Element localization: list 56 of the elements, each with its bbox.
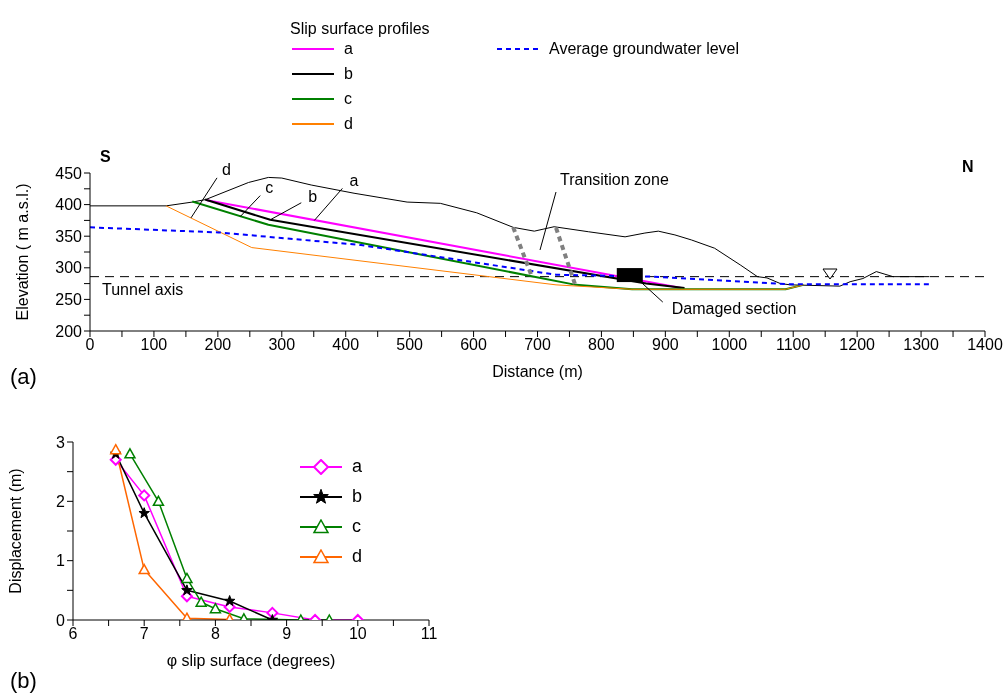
text: (a): [10, 364, 37, 390]
annotation: Transition zone: [560, 171, 669, 189]
legend-label: c: [352, 516, 361, 537]
x-tick-label: 600: [460, 336, 488, 354]
x-tick-label: 1200: [839, 336, 876, 354]
x-tick-label: 8: [210, 625, 220, 643]
annotation: b: [308, 187, 318, 205]
x-tick-label: 7: [139, 625, 149, 643]
y-tick-label: 400: [55, 196, 83, 214]
y-tick-label: 300: [55, 259, 83, 277]
annotation: d: [222, 161, 231, 179]
legend-label: b: [344, 65, 353, 83]
x-tick-label: 200: [204, 336, 232, 354]
x-tick-label: 300: [268, 336, 296, 354]
text: (b): [10, 668, 37, 694]
x-tick-label: 800: [588, 336, 615, 354]
y-tick-label: 250: [55, 291, 83, 309]
annotation: Damaged section: [671, 300, 797, 318]
x-tick-label: 500: [396, 336, 424, 354]
x-tick-label: 9: [282, 625, 292, 643]
x-tick-label: 1100: [776, 336, 811, 354]
x-tick-label: 11: [420, 625, 438, 643]
y-tick-label: 3: [56, 433, 66, 451]
x-tick-label: 1400: [967, 336, 1003, 354]
x-tick-label: 10: [348, 625, 367, 643]
y-axis-title: Displacement (m): [6, 468, 24, 594]
y-tick-label: 2: [56, 493, 66, 511]
x-axis-title: φ slip surface (degrees): [166, 652, 336, 669]
x-tick-label: 900: [652, 336, 679, 354]
annotation: a: [349, 171, 359, 189]
y-tick-label: 200: [55, 322, 83, 340]
annotation: c: [265, 178, 274, 196]
x-tick-label: 700: [524, 336, 551, 354]
ref-line-label: Tunnel axis: [102, 280, 184, 298]
legend-title: Slip surface profiles: [290, 20, 430, 38]
x-tick-label: 6: [68, 625, 78, 643]
x-tick-label: 1000: [711, 336, 748, 354]
legend-label: c: [344, 90, 352, 108]
legend-label: d: [344, 115, 353, 133]
y-axis-title: Elevation ( m a.s.l.): [13, 183, 31, 321]
x-axis-title: Distance (m): [492, 363, 583, 380]
y-tick-label: 1: [56, 552, 66, 570]
text: S: [100, 148, 111, 166]
legend-label: a: [344, 40, 353, 58]
annotation: N: [962, 158, 974, 176]
y-tick-label: 450: [55, 164, 83, 182]
legend-label: d: [352, 546, 363, 567]
y-tick-label: 0: [56, 611, 66, 629]
x-tick-label: 1300: [903, 336, 939, 354]
x-tick-label: 100: [140, 336, 168, 354]
x-tick-label: 0: [85, 336, 95, 354]
y-tick-label: 350: [55, 227, 83, 245]
legend-label: Average groundwater level: [549, 40, 740, 58]
legend-label: a: [352, 456, 363, 477]
legend-label: b: [352, 486, 363, 507]
x-tick-label: 400: [332, 336, 360, 354]
